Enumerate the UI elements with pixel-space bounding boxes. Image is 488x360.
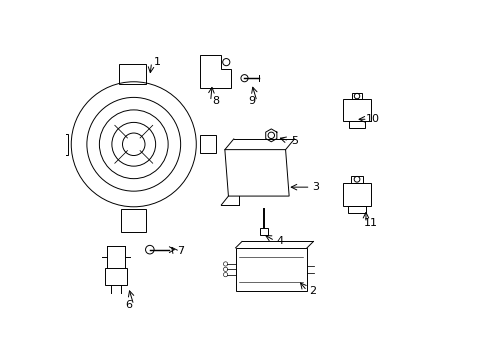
Text: 9: 9 (247, 96, 255, 107)
Text: 8: 8 (212, 96, 219, 107)
Text: 7: 7 (176, 247, 183, 256)
Text: 5: 5 (290, 136, 297, 146)
Text: 4: 4 (276, 236, 283, 246)
Text: 6: 6 (124, 300, 132, 310)
Text: 2: 2 (308, 286, 315, 296)
Text: 10: 10 (366, 114, 379, 124)
Text: 3: 3 (312, 182, 319, 192)
Text: 1: 1 (153, 57, 160, 67)
Text: 11: 11 (364, 218, 378, 228)
